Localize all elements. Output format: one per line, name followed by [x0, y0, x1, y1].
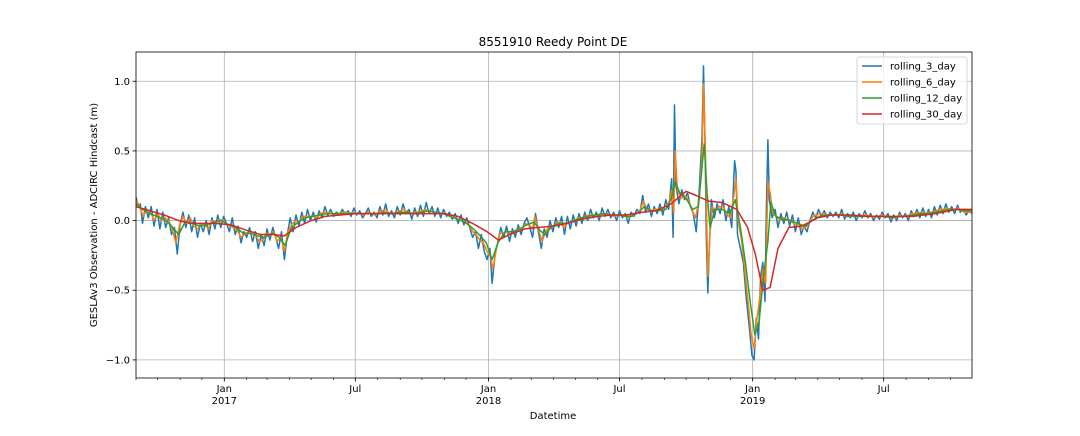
x-tick-label: Jan	[216, 384, 232, 395]
y-axis-label: GESLAv3 Observation - ADCIRC Hindcast (m…	[89, 103, 100, 327]
legend-label: rolling_6_day	[890, 78, 956, 89]
y-tick-label: −1.0	[106, 355, 130, 366]
series-lines	[136, 65, 972, 361]
plot-frame	[135, 51, 973, 379]
x-axis-label: Datetime	[530, 411, 577, 422]
x-tick-year-label: 2019	[740, 396, 765, 407]
x-tick-year-label: 2017	[212, 396, 237, 407]
y-tick-label: 0.0	[114, 216, 130, 227]
x-tick-label: Jul	[612, 384, 625, 395]
legend-label: rolling_3_day	[890, 62, 956, 73]
x-tick-label: Jul	[348, 384, 361, 395]
x-tick-label: Jan	[744, 384, 760, 395]
y-axis: −1.0 −0.5 0.0 0.5 1.0	[106, 77, 136, 366]
y-tick-label: 1.0	[114, 77, 130, 88]
y-tick-label: 0.5	[114, 146, 130, 157]
series-line-rolling-12-day	[136, 143, 972, 336]
legend: rolling_3_day rolling_6_day rolling_12_day…	[856, 56, 968, 125]
legend-label: rolling_12_day	[890, 94, 962, 105]
series-line-rolling-30-day	[136, 190, 972, 291]
x-tick-label: Jul	[877, 384, 890, 395]
x-tick-year-label: 2018	[476, 396, 501, 407]
legend-frame	[856, 56, 968, 125]
y-tick-label: −0.5	[106, 286, 130, 297]
legend-label: rolling_30_day	[890, 110, 962, 121]
x-tick-label: Jan	[480, 384, 496, 395]
chart-title: 8551910 Reedy Point DE	[479, 35, 628, 49]
